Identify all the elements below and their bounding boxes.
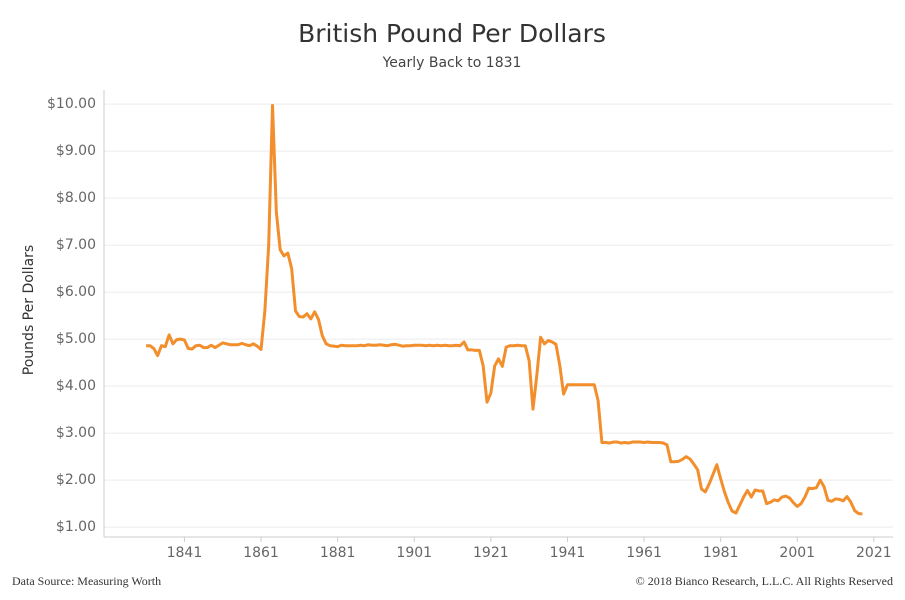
x-tick-label: 1901 — [396, 545, 432, 561]
y-tick-label: $2.00 — [56, 472, 96, 488]
y-tick-label: $4.00 — [56, 378, 96, 394]
chart-title: British Pound Per Dollars — [298, 19, 606, 48]
x-tick-label: 1981 — [703, 545, 739, 561]
x-tick-label: 1861 — [243, 545, 279, 561]
y-tick-label: $9.00 — [56, 143, 96, 159]
x-tick-label: 1941 — [550, 545, 586, 561]
x-tick-label: 1881 — [320, 545, 356, 561]
x-tick-label: 1841 — [167, 545, 203, 561]
price-line — [146, 104, 863, 516]
chart-subtitle: Yearly Back to 1831 — [382, 55, 522, 71]
y-tick-label: $7.00 — [56, 237, 96, 253]
y-tick-label: $8.00 — [56, 190, 96, 206]
y-tick-label: $5.00 — [56, 331, 96, 347]
y-tick-label: $6.00 — [56, 284, 96, 300]
copyright-note: © 2018 Bianco Research, L.L.C. All Right… — [636, 574, 893, 588]
y-tick-label: $10.00 — [47, 96, 96, 112]
x-tick-label: 2021 — [856, 545, 892, 561]
x-tick-label: 1921 — [473, 545, 509, 561]
x-tick-label: 1961 — [626, 545, 662, 561]
x-tick-label: 2001 — [779, 545, 815, 561]
source-note: Data Source: Measuring Worth — [12, 574, 161, 588]
y-tick-label: $1.00 — [56, 519, 96, 535]
y-tick-label: $3.00 — [56, 425, 96, 441]
y-axis-label: Pounds Per Dollars — [21, 245, 37, 375]
